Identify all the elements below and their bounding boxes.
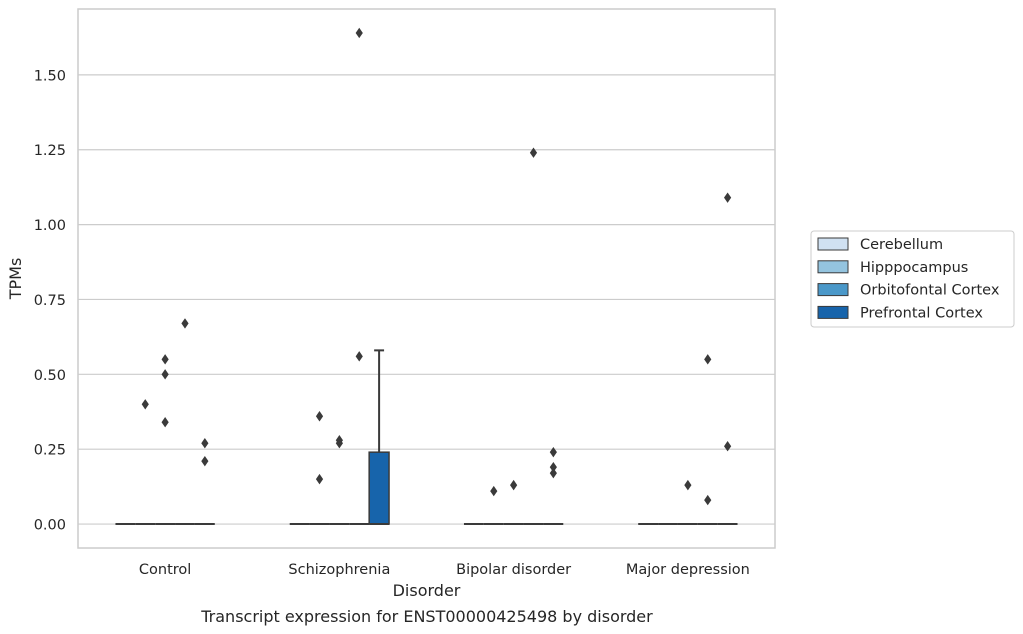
outlier-point (315, 473, 324, 485)
category-group (463, 147, 564, 526)
outlier-point (549, 461, 557, 473)
x-tick-labels: Control Schizophrenia Bipolar disorder Majo… (139, 562, 750, 578)
y-axis-label: TPMs (6, 258, 25, 301)
legend-label: Orbitofontal Cortex (860, 283, 1000, 299)
legend: Cerebellum Hipppocampus Orbitofontal Corte… (810, 230, 1015, 328)
x-tick-label: Control (139, 562, 191, 578)
outlier-point (335, 437, 343, 449)
outlier-point (490, 485, 498, 497)
legend-swatch (817, 237, 849, 251)
outlier-point (724, 192, 732, 203)
outlier-point (161, 417, 169, 428)
box-groups (115, 27, 738, 526)
chart-caption: Transcript expression for ENST0000042549… (200, 607, 653, 626)
outlier-point (529, 147, 538, 158)
x-tick-label: Schizophrenia (288, 562, 390, 578)
outlier-point (510, 479, 518, 491)
outlier-point (181, 318, 189, 329)
outlier-point (549, 446, 557, 458)
legend-swatch (817, 260, 849, 274)
outlier-point (355, 27, 363, 39)
outlier-point (161, 369, 169, 380)
y-tick-labels: 0.00 0.25 0.50 0.75 1.00 1.25 1.50 (34, 68, 66, 533)
outlier-point (355, 351, 363, 362)
category-group (638, 192, 738, 526)
outlier-point (141, 399, 149, 410)
outlier-point (201, 437, 209, 449)
plot-frame (77, 8, 776, 549)
category-group (289, 27, 390, 526)
outlier-point (201, 455, 209, 467)
legend-swatch (817, 283, 849, 297)
y-tick-label: 0.00 (34, 518, 66, 534)
legend-label: Cerebellum (860, 237, 943, 253)
y-tick-label: 0.25 (34, 443, 66, 459)
y-tick-label: 0.75 (34, 293, 66, 309)
outlier-point (549, 467, 557, 479)
outlier-point (704, 354, 712, 365)
y-tick-label: 0.50 (34, 368, 66, 384)
legend-swatch (817, 305, 849, 319)
x-tick-label: Bipolar disorder (456, 562, 571, 578)
y-tick-label: 1.00 (34, 218, 66, 234)
legend-label: Prefrontal Cortex (860, 305, 983, 321)
outlier-point (684, 479, 692, 491)
outlier-point (704, 494, 712, 506)
y-gridlines (78, 74, 775, 525)
outlier-point (161, 354, 169, 365)
legend-label: Hipppocampus (860, 260, 968, 276)
box (368, 451, 390, 525)
y-tick-label: 1.50 (34, 68, 66, 84)
y-tick-label: 1.25 (34, 143, 66, 159)
category-group (115, 318, 215, 526)
x-axis-label: Disorder (393, 581, 461, 600)
legend-frame (810, 230, 1015, 328)
x-tick-label: Major depression (626, 562, 750, 578)
outlier-point (315, 411, 324, 422)
outlier-point (724, 440, 732, 452)
